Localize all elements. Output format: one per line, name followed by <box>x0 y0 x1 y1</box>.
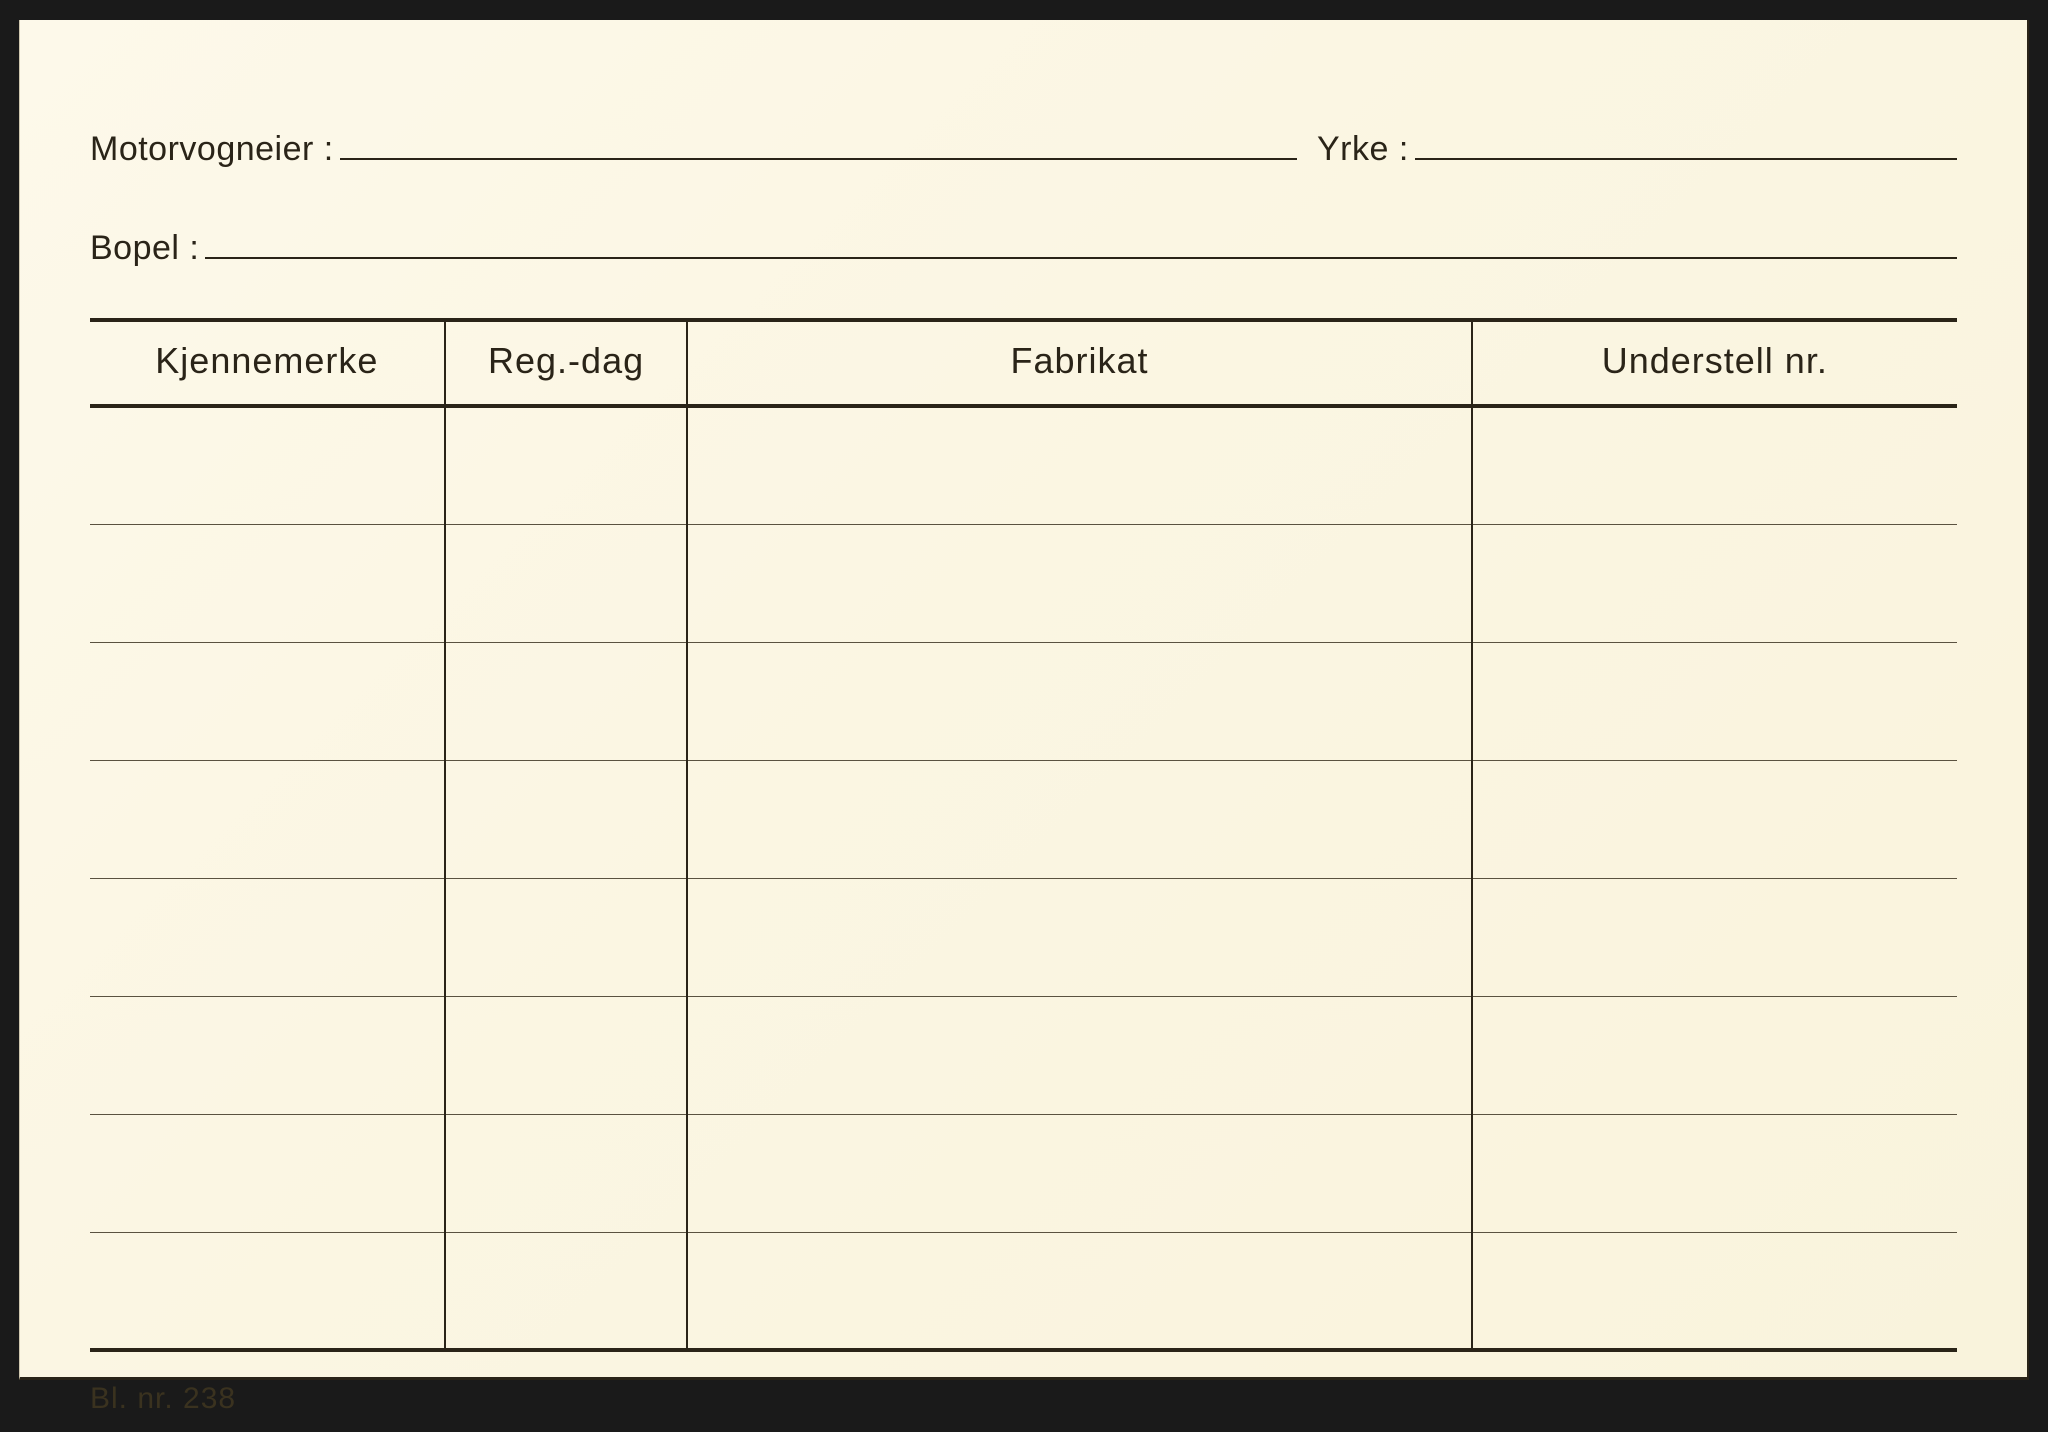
table-row <box>90 996 1957 1114</box>
cell-fabrikat[interactable] <box>687 878 1471 996</box>
owner-label: Motorvogneier : <box>90 130 340 169</box>
cell-kjennemerke[interactable] <box>90 996 445 1114</box>
cell-regdag[interactable] <box>445 1232 688 1350</box>
table-row <box>90 1114 1957 1232</box>
residence-label: Bopel : <box>90 229 205 268</box>
form-number-label: Bl. nr. 238 <box>90 1382 1957 1416</box>
table-row <box>90 524 1957 642</box>
profession-field-group: Yrke : <box>1317 130 1957 169</box>
cell-fabrikat[interactable] <box>687 1114 1471 1232</box>
table-header-row: Kjennemerke Reg.-dag Fabrikat Understell… <box>90 320 1957 406</box>
owner-field-group: Motorvogneier : <box>90 130 1297 169</box>
vehicle-table: Kjennemerke Reg.-dag Fabrikat Understell… <box>90 318 1957 1352</box>
cell-kjennemerke[interactable] <box>90 1232 445 1350</box>
cell-understell[interactable] <box>1472 642 1957 760</box>
cell-understell[interactable] <box>1472 524 1957 642</box>
cell-regdag[interactable] <box>445 406 688 524</box>
profession-label: Yrke : <box>1317 130 1415 169</box>
cell-kjennemerke[interactable] <box>90 1114 445 1232</box>
cell-understell[interactable] <box>1472 406 1957 524</box>
cell-kjennemerke[interactable] <box>90 642 445 760</box>
cell-understell[interactable] <box>1472 760 1957 878</box>
cell-understell[interactable] <box>1472 878 1957 996</box>
cell-regdag[interactable] <box>445 642 688 760</box>
owner-input-line[interactable] <box>340 132 1297 160</box>
col-header-regdag: Reg.-dag <box>445 320 688 406</box>
residence-row: Bopel : <box>90 229 1957 268</box>
cell-fabrikat[interactable] <box>687 642 1471 760</box>
col-header-fabrikat: Fabrikat <box>687 320 1471 406</box>
col-header-kjennemerke: Kjennemerke <box>90 320 445 406</box>
cell-fabrikat[interactable] <box>687 760 1471 878</box>
cell-fabrikat[interactable] <box>687 1232 1471 1350</box>
table-row <box>90 760 1957 878</box>
cell-fabrikat[interactable] <box>687 406 1471 524</box>
cell-regdag[interactable] <box>445 524 688 642</box>
cell-regdag[interactable] <box>445 760 688 878</box>
cell-fabrikat[interactable] <box>687 524 1471 642</box>
header-fields: Motorvogneier : Yrke : Bopel : <box>90 130 1957 268</box>
cell-understell[interactable] <box>1472 1114 1957 1232</box>
cell-fabrikat[interactable] <box>687 996 1471 1114</box>
profession-input-line[interactable] <box>1415 132 1957 160</box>
cell-understell[interactable] <box>1472 1232 1957 1350</box>
cell-regdag[interactable] <box>445 996 688 1114</box>
table-body <box>90 406 1957 1350</box>
vehicle-table-wrap: Kjennemerke Reg.-dag Fabrikat Understell… <box>90 318 1957 1352</box>
cell-regdag[interactable] <box>445 1114 688 1232</box>
registration-card: Motorvogneier : Yrke : Bopel : Kjen <box>19 20 2029 1380</box>
table-row <box>90 1232 1957 1350</box>
cell-kjennemerke[interactable] <box>90 406 445 524</box>
cell-regdag[interactable] <box>445 878 688 996</box>
table-row <box>90 642 1957 760</box>
col-header-understell: Understell nr. <box>1472 320 1957 406</box>
cell-kjennemerke[interactable] <box>90 878 445 996</box>
residence-input-line[interactable] <box>205 231 1957 259</box>
table-row <box>90 878 1957 996</box>
cell-kjennemerke[interactable] <box>90 760 445 878</box>
cell-understell[interactable] <box>1472 996 1957 1114</box>
table-row <box>90 406 1957 524</box>
owner-profession-row: Motorvogneier : Yrke : <box>90 130 1957 169</box>
cell-kjennemerke[interactable] <box>90 524 445 642</box>
